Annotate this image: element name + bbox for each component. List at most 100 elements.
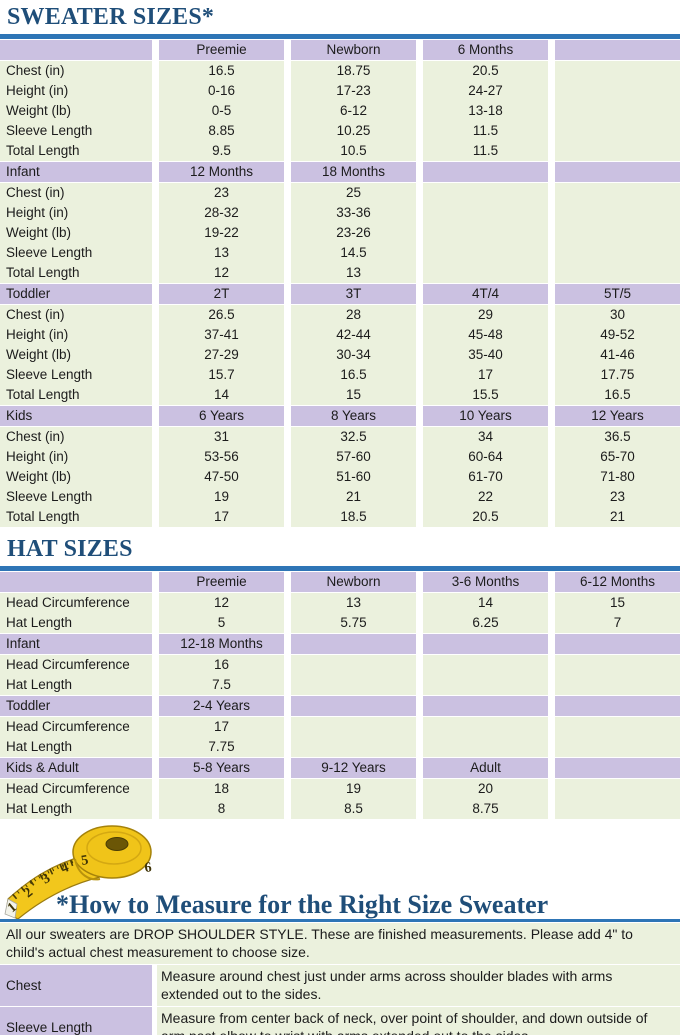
- value-cell: 12: [159, 262, 284, 283]
- value-cell: [555, 140, 680, 161]
- section-header-row: Kids & Adult 5-8 Years 9-12 Years Adult: [0, 757, 680, 778]
- value-cell: 17: [159, 506, 284, 527]
- value-cell: 15.5: [423, 384, 548, 405]
- table-row: Total Length 9.5 10.5 11.5: [0, 140, 680, 161]
- section-name-cell: Toddler: [0, 283, 152, 304]
- row-label-cell: Sleeve Length: [0, 364, 152, 385]
- tape-end-tip: [4, 898, 18, 919]
- column-header-cell: 5T/5: [555, 283, 680, 304]
- column-header-cell: 4T/4: [423, 283, 548, 304]
- how-to-measure-title: *How to Measure for the Right Size Sweat…: [56, 890, 549, 920]
- value-cell: 51-60: [291, 466, 416, 487]
- value-cell: [291, 736, 416, 757]
- value-cell: [423, 242, 548, 263]
- column-header-cell: 18 Months: [291, 161, 416, 182]
- value-cell: 45-48: [423, 324, 548, 345]
- column-header-cell: [291, 633, 416, 654]
- row-label-cell: Head Circumference: [0, 778, 152, 799]
- value-cell: 13-18: [423, 100, 548, 121]
- value-cell: [423, 202, 548, 223]
- section-name-cell: Infant: [0, 161, 152, 182]
- table-row: Height (in) 28-32 33-36: [0, 202, 680, 223]
- tape-number-5: 5: [80, 853, 89, 869]
- table-row: Chest (in) 16.5 18.75 20.5: [0, 60, 680, 81]
- value-cell: [555, 100, 680, 121]
- value-cell: [291, 674, 416, 695]
- value-cell: 26.5: [159, 304, 284, 325]
- value-cell: 35-40: [423, 344, 548, 365]
- table-row: Chest (in) 26.5 28 29 30: [0, 304, 680, 325]
- table-row: Head Circumference 18 19 20: [0, 778, 680, 799]
- table-row: Chest (in) 31 32.5 34 36.5: [0, 426, 680, 447]
- section-header-row: Infant 12 Months 18 Months: [0, 161, 680, 182]
- row-label-cell: Head Circumference: [0, 716, 152, 737]
- tape-roll-coil-line: [86, 831, 142, 865]
- value-cell: 34: [423, 426, 548, 447]
- row-label-cell: Height (in): [0, 80, 152, 101]
- table-row: Height (in) 53-56 57-60 60-64 65-70: [0, 446, 680, 467]
- table-row: Weight (lb) 27-29 30-34 35-40 41-46: [0, 344, 680, 365]
- value-cell: 49-52: [555, 324, 680, 345]
- value-cell: [555, 674, 680, 695]
- value-cell: [423, 654, 548, 675]
- value-cell: 15.7: [159, 364, 284, 385]
- value-cell: [555, 60, 680, 81]
- value-cell: 17: [159, 716, 284, 737]
- row-label-cell: Hat Length: [0, 674, 152, 695]
- value-cell: 8.75: [423, 798, 548, 819]
- measure-row-label: Sleeve Length: [0, 1006, 152, 1035]
- value-cell: 13: [291, 262, 416, 283]
- value-cell: 22: [423, 486, 548, 507]
- value-cell: [555, 778, 680, 799]
- table-row: Hat Length 8 8.5 8.75: [0, 798, 680, 819]
- value-cell: 11.5: [423, 140, 548, 161]
- value-cell: 7.5: [159, 674, 284, 695]
- value-cell: [555, 798, 680, 819]
- value-cell: [291, 716, 416, 737]
- value-cell: 31: [159, 426, 284, 447]
- value-cell: 20.5: [423, 506, 548, 527]
- measure-section-header: 1 2 3 4 5 6 *How to Measure for the Righ…: [0, 823, 680, 919]
- value-cell: 27-29: [159, 344, 284, 365]
- value-cell: [423, 182, 548, 203]
- column-header-cell: [555, 757, 680, 778]
- table-row: Weight (lb) 0-5 6-12 13-18: [0, 100, 680, 121]
- column-header-cell: Adult: [423, 757, 548, 778]
- value-cell: 60-64: [423, 446, 548, 467]
- tape-number-6: 6: [144, 860, 153, 876]
- row-label-cell: Chest (in): [0, 426, 152, 447]
- hat-sizes-title: HAT SIZES: [7, 535, 133, 562]
- measure-divider-bar: [0, 918, 680, 922]
- column-header-cell: 6 Months: [423, 39, 548, 60]
- value-cell: 18: [159, 778, 284, 799]
- row-label-cell: Hat Length: [0, 798, 152, 819]
- tape-number-4: 4: [59, 860, 71, 876]
- column-header-cell: Newborn: [291, 39, 416, 60]
- measure-instructions-table: Chest Measure around chest just under arm…: [0, 964, 680, 1035]
- value-cell: 0-16: [159, 80, 284, 101]
- value-cell: 10.25: [291, 120, 416, 141]
- row-label-cell: Sleeve Length: [0, 242, 152, 263]
- value-cell: 17: [423, 364, 548, 385]
- column-header-cell: 2T: [159, 283, 284, 304]
- table-row: Hat Length 7.5: [0, 674, 680, 695]
- value-cell: [555, 120, 680, 141]
- value-cell: 17.75: [555, 364, 680, 385]
- column-header-cell: [555, 695, 680, 716]
- tape-roll-shadow-edge: [74, 858, 101, 881]
- value-cell: [555, 654, 680, 675]
- column-header-cell: 6-12 Months: [555, 571, 680, 592]
- row-label-cell: Head Circumference: [0, 654, 152, 675]
- value-cell: 71-80: [555, 466, 680, 487]
- table-row: Height (in) 37-41 42-44 45-48 49-52: [0, 324, 680, 345]
- value-cell: 47-50: [159, 466, 284, 487]
- measuring-tape-image: 1 2 3 4 5 6: [4, 825, 153, 919]
- section-name-cell: Toddler: [0, 695, 152, 716]
- column-header-cell: [555, 633, 680, 654]
- value-cell: 33-36: [291, 202, 416, 223]
- value-cell: 16.5: [555, 384, 680, 405]
- value-cell: [423, 222, 548, 243]
- value-cell: 29: [423, 304, 548, 325]
- table-row: Total Length 12 13: [0, 262, 680, 283]
